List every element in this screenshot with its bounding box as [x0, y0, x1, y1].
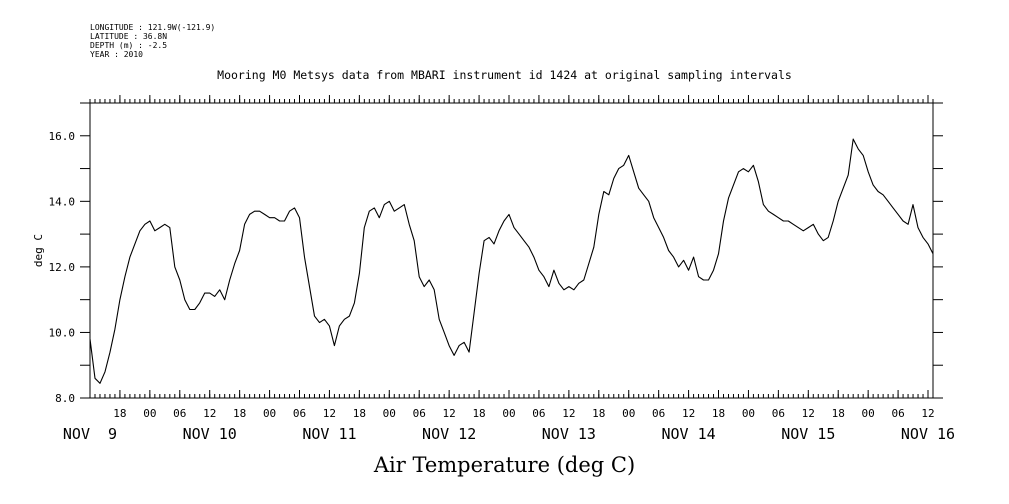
x-tick-label: 06: [413, 407, 426, 420]
x-tick-label: 00: [862, 407, 875, 420]
year-label: YEAR : 2010: [90, 50, 143, 59]
x-tick-label: 00: [502, 407, 515, 420]
latitude-label: LATITUDE : 36.8N: [90, 32, 168, 41]
x-tick-label: 00: [742, 407, 755, 420]
y-tick-label: 12.0: [49, 261, 76, 274]
longitude-label: LONGITUDE : 121.9W(-121.9): [90, 23, 216, 32]
x-tick-label: 06: [772, 407, 785, 420]
x-day-label: NOV 9: [63, 425, 117, 443]
x-tick-label: 18: [832, 407, 845, 420]
x-tick-label: 06: [293, 407, 306, 420]
x-day-label: NOV 15: [781, 425, 835, 443]
x-tick-label: 12: [802, 407, 815, 420]
x-tick-label: 12: [443, 407, 456, 420]
x-tick-label: 12: [562, 407, 575, 420]
y-tick-label: 8.0: [55, 392, 75, 405]
y-tick-label: 14.0: [49, 195, 76, 208]
y-axis-title: deg C: [32, 234, 45, 267]
x-day-label: NOV 13: [542, 425, 596, 443]
x-tick-label: 00: [383, 407, 396, 420]
x-tick-label: 12: [921, 407, 934, 420]
plot-frame: [89, 102, 934, 399]
y-tick-label: 16.0: [49, 130, 76, 143]
x-tick-label: 12: [203, 407, 216, 420]
x-tick-label: 18: [712, 407, 725, 420]
x-tick-label: 00: [622, 407, 635, 420]
x-tick-label: 18: [353, 407, 366, 420]
x-tick-label: 06: [532, 407, 545, 420]
x-tick-label: 00: [263, 407, 276, 420]
chart-title: Mooring M0 Metsys data from MBARI instru…: [217, 68, 792, 82]
x-tick-label: 06: [891, 407, 904, 420]
x-day-label: NOV 11: [302, 425, 356, 443]
x-tick-label: 12: [682, 407, 695, 420]
x-tick-label: 18: [592, 407, 605, 420]
x-tick-label: 06: [652, 407, 665, 420]
x-day-label: NOV 14: [661, 425, 715, 443]
x-tick-label: 18: [113, 407, 126, 420]
x-tick-label: 06: [173, 407, 186, 420]
x-day-label: NOV 10: [183, 425, 237, 443]
y-tick-label: 10.0: [49, 326, 76, 339]
x-day-label: NOV 12: [422, 425, 476, 443]
x-tick-label: 18: [233, 407, 246, 420]
x-tick-label: 12: [323, 407, 336, 420]
series-line: [89, 138, 934, 384]
x-day-label: NOV 16: [901, 425, 955, 443]
x-tick-label: 18: [472, 407, 485, 420]
x-axis-title: Air Temperature (deg C): [373, 453, 636, 477]
x-tick-label: 00: [143, 407, 156, 420]
depth-label: DEPTH (m) : -2.5: [90, 41, 168, 50]
